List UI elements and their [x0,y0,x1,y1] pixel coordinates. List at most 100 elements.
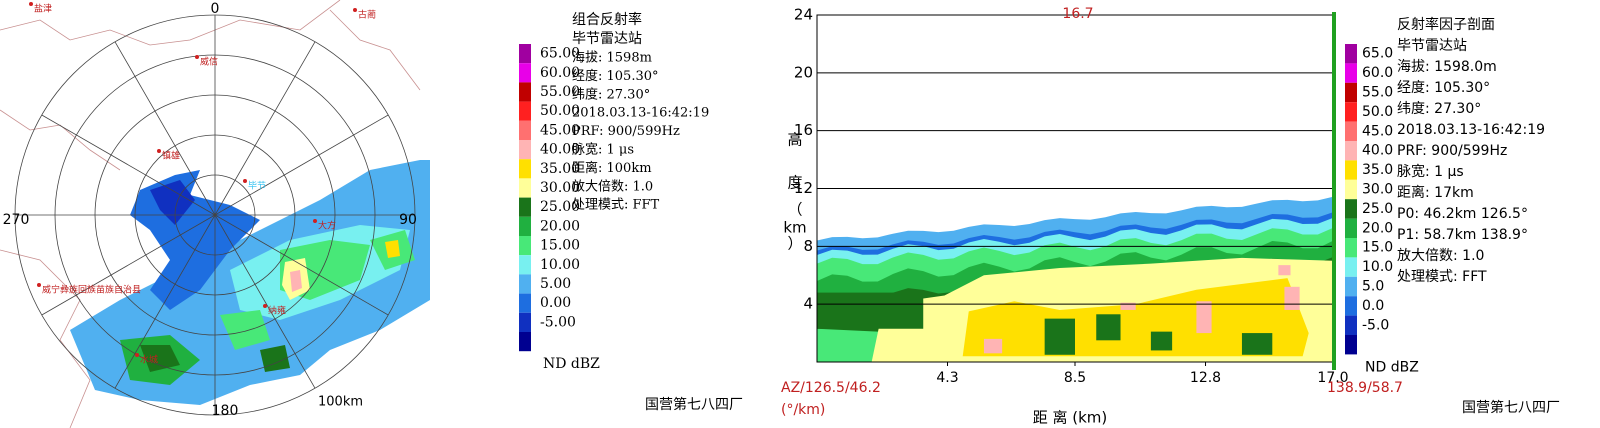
station: 毕节雷达站 [572,31,642,47]
info-line: PRF: 900/599Hz [1397,143,1507,159]
info-line: 2018.03.13-16:42:19 [572,106,709,121]
x-tick-label: 17.0 [1317,370,1348,386]
legend-swatch [1345,257,1357,277]
legend-label: 30.00 [540,180,580,196]
legend-label: 65.00 [540,46,580,62]
place-label: 盐津 [34,3,52,15]
legend-label: 5.0 [1362,279,1384,295]
legend-swatch [519,236,531,256]
station: 毕节雷达站 [1397,38,1467,54]
y-tick-label: 4 [803,295,813,313]
y-axis-label: 度 [787,174,802,192]
place-dot [135,353,139,357]
title: 反射率因子剖面 [1397,16,1495,33]
place-label: 威信 [200,56,218,68]
echo-area [1278,265,1291,276]
start-label: AZ/126.5/46.2 [781,380,881,396]
y-axis-label: ） [787,235,802,253]
legend-swatch [519,63,531,83]
legend-swatch [1345,276,1357,297]
azimuth-label: 0 [211,1,220,17]
place-label: 古蔺 [358,9,376,21]
section-panel: 4 8 12 16 20 24 4.3 8.5 12.8 17.0 高度 （km） 距 离 (km) 16… [781,6,1403,427]
legend-label: 20.0 [1362,220,1393,236]
legend-swatch [519,216,531,236]
legend-swatch [519,293,531,313]
ppi-panel: 0 90 180 270 100km 盐津古蔺威信镇雄毕节大方威宁彝族回族苗族自治县纳雍水… [0,0,430,428]
info-line: 脉宽: 1 μs [572,142,634,158]
azimuth-line [114,41,216,216]
legend-swatch [1345,238,1357,258]
legend-swatch [519,197,531,217]
legend-swatch [1345,121,1357,141]
legend-label: 25.00 [540,199,580,215]
legend-label: 50.00 [540,103,580,119]
y-axis-label: km [783,219,806,237]
place-label: 纳雍 [268,305,286,317]
echo-area [1241,333,1273,355]
place-dot [37,283,41,287]
info-line: PRF: 900/599Hz [572,124,680,139]
legend-swatch [519,101,531,121]
legend-label: 40.0 [1362,143,1393,159]
map-borders [0,0,421,428]
legend-label: 10.00 [540,257,580,273]
azimuth-line [214,41,316,216]
legend-label: 40.00 [540,142,580,158]
legend-swatch [519,332,531,352]
azimuth-line [41,214,216,316]
place-label: 毕节 [248,180,266,192]
place-dot [243,179,247,183]
info-line: 脉宽: 1 μs [1397,163,1464,180]
legend-swatch [1345,160,1357,180]
end-label: 138.9/58.7 [1327,380,1403,396]
legend-swatch [1345,296,1357,316]
legend-label: 35.00 [540,161,580,177]
legend-label: 35.0 [1362,162,1393,178]
info-line: 海拔: 1598.0m [1397,59,1497,75]
legend-swatch [1345,44,1357,64]
legend-swatch [519,82,531,102]
place-dot [29,2,33,6]
echo-area [1196,301,1212,334]
info-line: 处理模式: FFT [1397,269,1487,285]
y-axis-label: （ [787,201,802,219]
azimuth-line [114,214,216,389]
info-line: 纬度: 27.30° [572,86,650,102]
echo-area [1150,331,1173,351]
echo-area [1120,302,1136,310]
x-tick-label: 8.5 [1064,370,1086,386]
legend-swatch [1345,82,1357,103]
start-unit: (°/km) [781,402,825,418]
y-tick-label: 20 [794,63,813,81]
place-label: 水城 [140,354,158,366]
legend-swatch [519,312,531,332]
info-line: 经度: 105.30° [1397,80,1490,96]
y-axis-label: 高 [787,131,802,149]
azimuth-line [214,214,389,316]
place-label: 威宁彝族回族苗族自治县 [42,284,141,296]
y-tick-label: 16 [794,121,813,139]
legend-label: 10.0 [1362,259,1393,275]
legend-label: 55.00 [540,84,580,100]
legend-label: 60.00 [540,65,580,81]
place-dot [313,219,317,223]
legend-swatch [1345,179,1357,200]
legend-swatch [1345,315,1357,335]
legend-nd: ND dBZ [543,356,600,372]
info-line: P0: 46.2km 126.5° [1397,206,1528,222]
legend-label: 20.00 [540,218,580,234]
legend-swatch [1345,218,1357,238]
y-tick-label: 12 [794,179,813,197]
top-label: 16.7 [1062,6,1093,22]
legend-swatch [1345,335,1357,355]
footer: 国营第七八四厂 [645,396,743,413]
legend-label: 0.00 [540,295,571,311]
legend-label: 15.0 [1362,240,1393,256]
echo-area [1284,286,1300,310]
place-dot [195,55,199,59]
legend-label: 60.0 [1362,65,1393,81]
legend-swatch [519,159,531,179]
azimuth-line [214,114,389,216]
